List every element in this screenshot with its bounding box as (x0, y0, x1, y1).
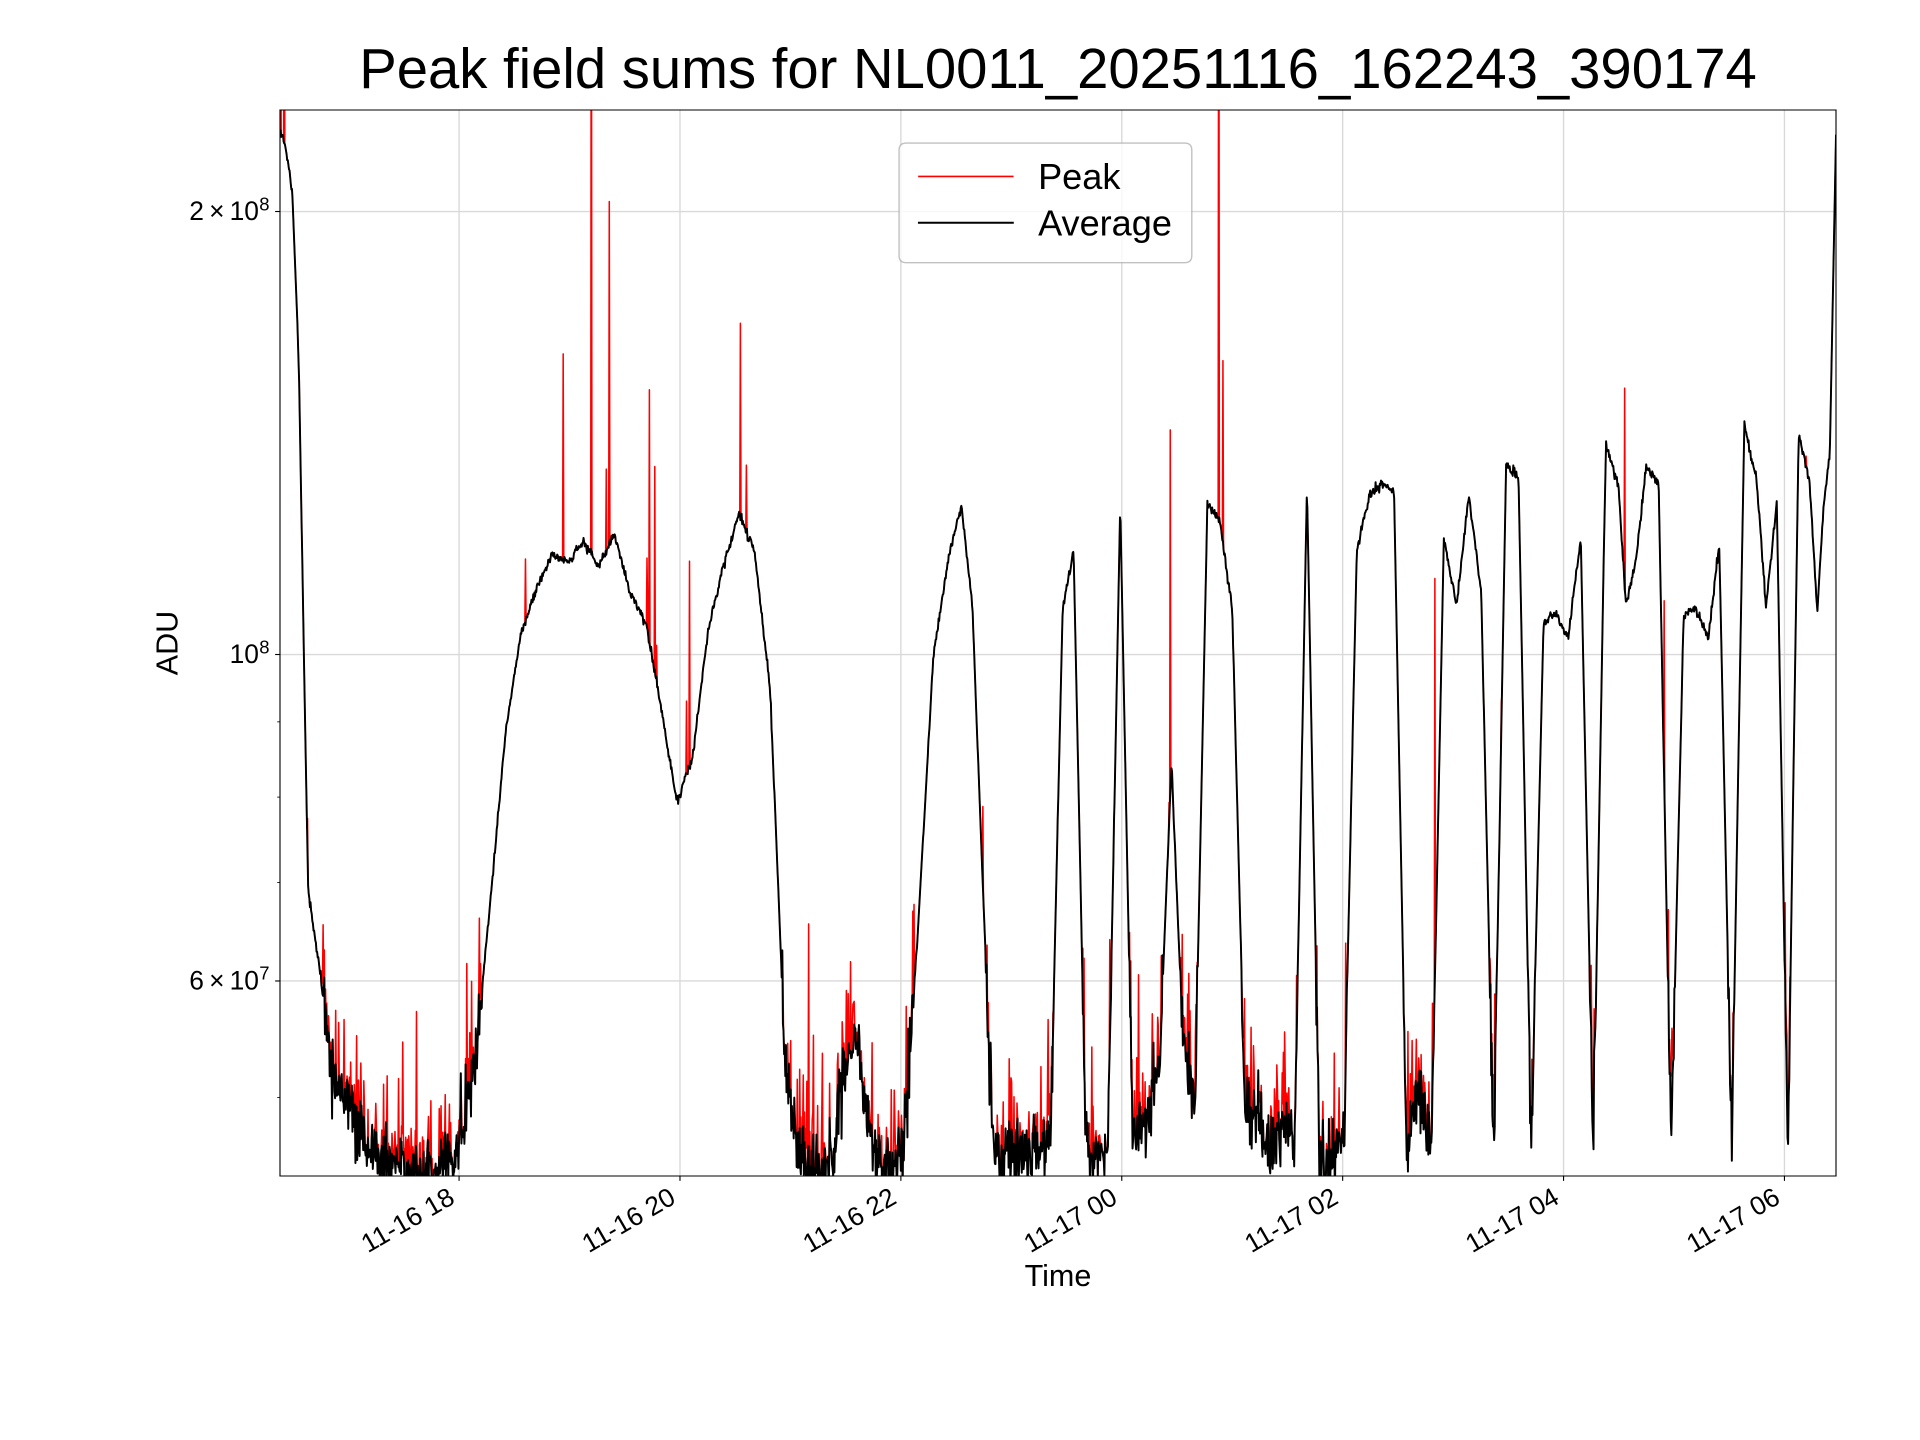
svg-text:Peak: Peak (1038, 156, 1121, 197)
svg-text:Average: Average (1038, 202, 1172, 243)
svg-text:Peak field sums for NL0011_202: Peak field sums for NL0011_20251116_1622… (359, 37, 1757, 100)
svg-text:2 × 1: 2 × 1 0 8 (189, 193, 269, 226)
svg-text:1 0 8: 1 0 8 (230, 636, 270, 669)
svg-text:Time: Time (1025, 1259, 1092, 1293)
svg-text:ADU: ADU (150, 611, 184, 676)
svg-text:6 × 1: 6 × 1 0 7 (189, 963, 269, 996)
